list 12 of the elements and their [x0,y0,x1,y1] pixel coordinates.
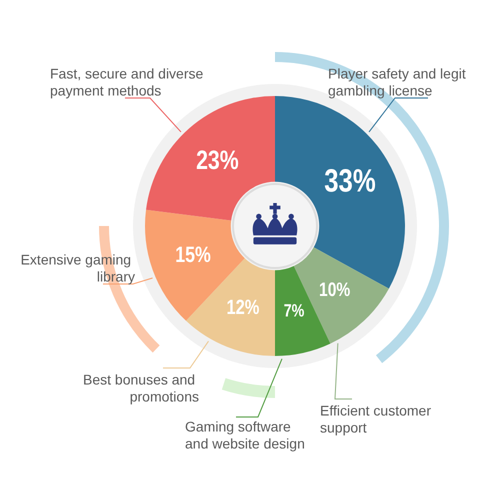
slice-label: Player safety and legit gambling license [328,66,470,98]
slice-label: Efficient customer support [320,402,435,436]
data-label: 15% [175,243,211,268]
data-label: 12% [226,295,260,319]
data-label: 10% [319,278,350,301]
slice-label: Fast, secure and diverse payment methods [50,66,208,98]
data-label: 33% [324,164,376,200]
data-label: 7% [284,301,304,321]
slice-label: Extensive gaming library [20,252,135,284]
slice-label: Best bonuses and promotions [83,372,199,404]
data-label: 23% [196,146,239,176]
slice-label: Gaming software and website design [185,418,305,452]
